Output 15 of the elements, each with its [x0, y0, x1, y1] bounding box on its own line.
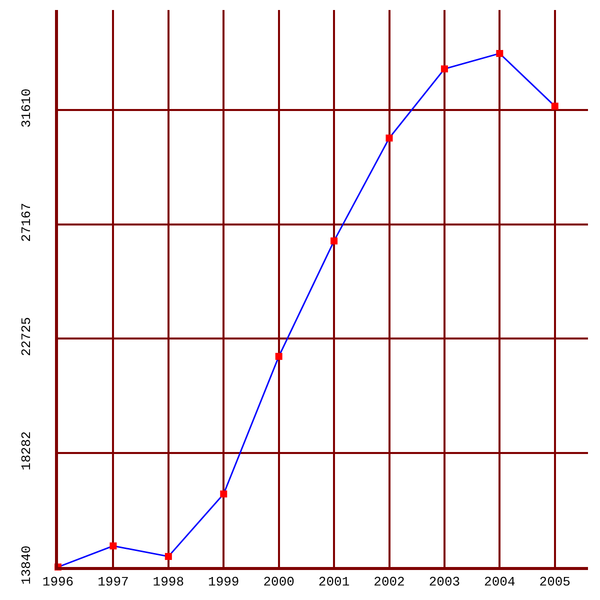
x-tick-label: 1998 [152, 574, 184, 590]
x-tick-label: 1996 [42, 574, 74, 590]
x-tick-label: 2000 [263, 574, 294, 590]
y-tick-label: 18282 [18, 431, 34, 470]
x-tick-label: 2005 [539, 574, 570, 590]
y-tick-label: 22725 [18, 317, 34, 356]
x-tick-label: 1999 [208, 574, 240, 590]
x-tick-label: 2003 [428, 574, 460, 590]
x-tick-label: 1997 [98, 574, 129, 590]
y-tick-label: 13840 [18, 546, 34, 585]
x-tick-label: 2002 [374, 574, 405, 590]
x-tick-label: 2001 [318, 574, 350, 590]
y-tick-label: 27167 [18, 202, 34, 242]
x-tick-label: 2004 [484, 574, 516, 590]
y-tick-label: 31610 [18, 88, 34, 128]
